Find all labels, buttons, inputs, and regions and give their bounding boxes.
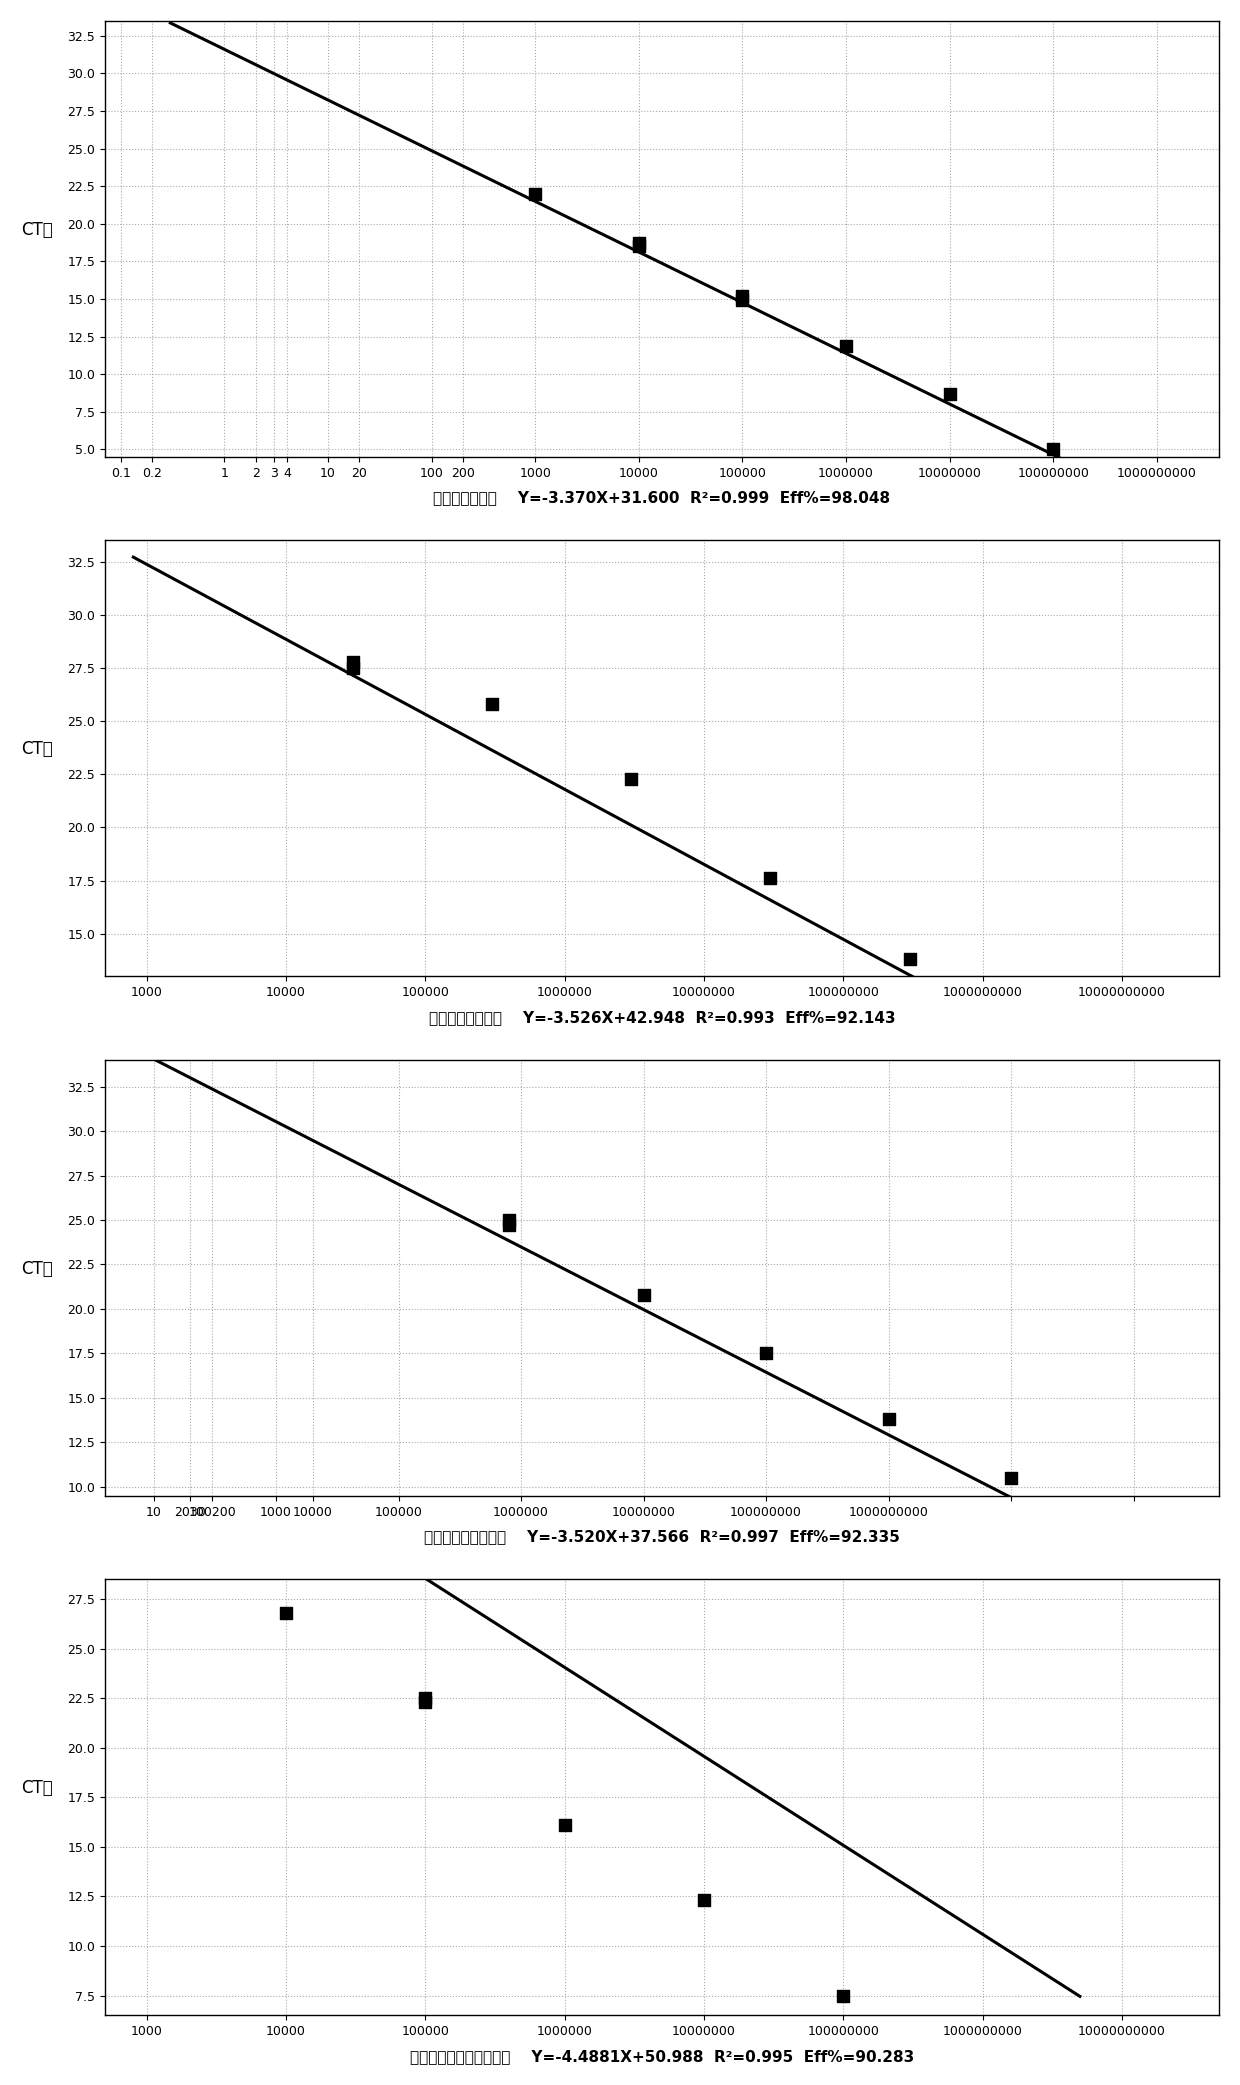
X-axis label: 金黄色葡萄球菌标准曲线    Y=-4.4881X+50.988  R²=0.995  Eff%=90.283: 金黄色葡萄球菌标准曲线 Y=-4.4881X+50.988 R²=0.995 E…: [410, 2050, 914, 2064]
Point: [940, 377, 960, 411]
Point: [621, 761, 641, 794]
Point: [500, 1209, 520, 1243]
Point: [554, 1808, 574, 1841]
Point: [900, 942, 920, 976]
Y-axis label: CT値: CT値: [21, 221, 52, 240]
Point: [1001, 1462, 1021, 1495]
Point: [879, 1403, 899, 1437]
Point: [415, 1683, 435, 1716]
Y-axis label: CT値: CT値: [21, 1259, 52, 1278]
Point: [342, 651, 362, 684]
Point: [526, 177, 546, 211]
Point: [629, 227, 649, 261]
X-axis label: 无乳链球菌标准曲线    Y=-3.520X+37.566  R²=0.997  Eff%=92.335: 无乳链球菌标准曲线 Y=-3.520X+37.566 R²=0.997 Eff%…: [424, 1530, 900, 1545]
Y-axis label: CT値: CT値: [21, 1779, 52, 1797]
Point: [694, 1883, 714, 1916]
Point: [833, 1979, 853, 2012]
Point: [277, 1597, 296, 1630]
Point: [415, 1685, 435, 1718]
Point: [1043, 432, 1063, 465]
Point: [836, 329, 856, 363]
Point: [760, 861, 780, 894]
Point: [342, 644, 362, 678]
Point: [629, 229, 649, 263]
Point: [634, 1278, 653, 1311]
X-axis label: 大肠杆菌标准曲线    Y=-3.526X+42.948  R²=0.993  Eff%=92.143: 大肠杆菌标准曲线 Y=-3.526X+42.948 R²=0.993 Eff%=…: [429, 1009, 895, 1026]
Point: [733, 279, 753, 313]
X-axis label: 乳杆菌标准曲线    Y=-3.370X+31.600  R²=0.999  Eff%=98.048: 乳杆菌标准曲线 Y=-3.370X+31.600 R²=0.999 Eff%=9…: [434, 490, 890, 507]
Point: [756, 1336, 776, 1370]
Point: [482, 688, 502, 721]
Y-axis label: CT値: CT値: [21, 740, 52, 759]
Point: [733, 284, 753, 317]
Point: [500, 1203, 520, 1236]
